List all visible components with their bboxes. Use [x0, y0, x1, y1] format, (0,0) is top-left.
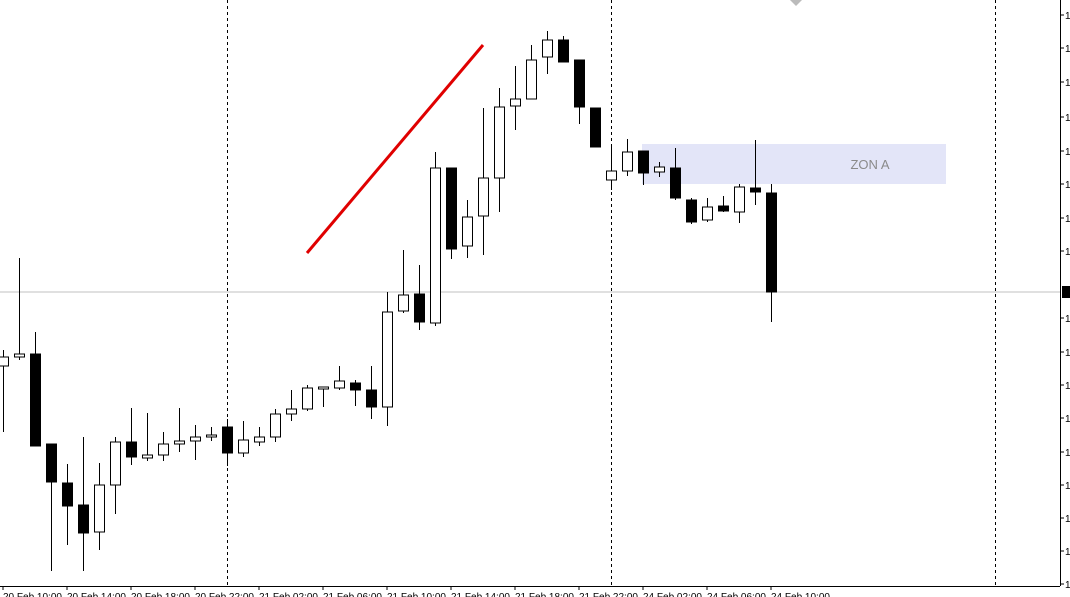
- candle-body: [62, 482, 73, 507]
- y-tick-label: 1: [1065, 78, 1070, 89]
- candle-body: [238, 439, 249, 454]
- zone-label: ZON A: [850, 157, 889, 172]
- candle-body: [558, 39, 569, 63]
- x-tick-label: 21 Feb 18:00: [515, 592, 574, 597]
- x-tick-label: 21 Feb 22:00: [579, 592, 638, 597]
- candle-body: [270, 413, 281, 438]
- y-tick-label: 1: [1065, 547, 1070, 558]
- candle-body: [478, 177, 489, 217]
- candle-body: [462, 216, 473, 247]
- candle-body: [542, 39, 553, 58]
- x-tick-label: 21 Feb 06:00: [323, 592, 382, 597]
- y-tick-label: 1: [1065, 414, 1070, 425]
- candle-body: [494, 106, 505, 179]
- candle-body: [606, 170, 617, 181]
- candle-body: [574, 59, 585, 108]
- y-tick-label: 1: [1065, 147, 1070, 158]
- x-tick-label: 24 Feb 10:00: [771, 592, 830, 597]
- x-tick-label: 20 Feb 10:00: [3, 592, 62, 597]
- candle-body: [654, 166, 665, 173]
- x-tick-label: 21 Feb 14:00: [451, 592, 510, 597]
- candle-body: [254, 436, 265, 443]
- candle-body: [222, 426, 233, 454]
- y-tick-label: 1: [1065, 448, 1070, 459]
- candle-body: [46, 443, 57, 483]
- candle-body: [142, 454, 153, 459]
- x-tick-label: 20 Feb 22:00: [195, 592, 254, 597]
- x-tick-label: 24 Feb 02:00: [643, 592, 702, 597]
- y-tick-label: 1: [1065, 247, 1070, 258]
- x-tick-label: 24 Feb 06:00: [707, 592, 766, 597]
- candle-body: [702, 206, 713, 221]
- candle-body: [318, 386, 329, 390]
- x-tick-label: 20 Feb 14:00: [67, 592, 126, 597]
- y-tick-label: 1: [1065, 113, 1070, 124]
- candle-body: [0, 356, 9, 367]
- y-tick-label: 1: [1065, 381, 1070, 392]
- candle-body: [206, 434, 217, 438]
- x-tick-label: 21 Feb 10:00: [387, 592, 446, 597]
- candle-body: [334, 380, 345, 389]
- candle-body: [718, 205, 729, 212]
- candle-body: [414, 293, 425, 323]
- x-tick-label: 20 Feb 18:00: [131, 592, 190, 597]
- y-tick-label: 1: [1065, 214, 1070, 225]
- candle-body: [526, 59, 537, 100]
- candle-body: [110, 441, 121, 486]
- candle-body: [430, 167, 441, 324]
- candle-body: [190, 436, 201, 442]
- candle-body: [366, 389, 377, 408]
- candle-body: [766, 192, 777, 293]
- y-tick-label: 1: [1065, 11, 1070, 22]
- y-tick-label: 1: [1065, 514, 1070, 525]
- trend-line: [305, 44, 485, 254]
- y-tick-label: 1: [1065, 481, 1070, 492]
- candle-body: [302, 387, 313, 410]
- candle-body: [686, 199, 697, 223]
- candle-body: [750, 187, 761, 193]
- candle-body: [446, 167, 457, 250]
- candle-body: [158, 443, 169, 456]
- y-tick-label: 1: [1065, 580, 1070, 591]
- candle-body: [94, 484, 105, 533]
- candle-body: [30, 353, 41, 447]
- candle-body: [670, 167, 681, 199]
- candle-body: [398, 294, 409, 312]
- x-tick-label: 21 Feb 02:00: [259, 592, 318, 597]
- y-tick-label: 1: [1065, 44, 1070, 55]
- candle-body: [174, 440, 185, 445]
- y-tick-label: 1: [1065, 314, 1070, 325]
- candle-body: [126, 441, 137, 458]
- candle-body: [78, 504, 89, 534]
- candle-body: [286, 408, 297, 415]
- y-tick-label: 1: [1065, 348, 1070, 359]
- candle-body: [734, 186, 745, 213]
- candle-body: [622, 151, 633, 172]
- candle-body: [14, 353, 25, 358]
- price-marker: [1062, 286, 1070, 298]
- zone: [642, 144, 946, 184]
- scroll-marker: [790, 0, 802, 6]
- candle-body: [590, 107, 601, 148]
- candle-body: [350, 382, 361, 391]
- candle-body: [638, 150, 649, 174]
- candle-body: [382, 311, 393, 408]
- y-tick-label: 1: [1065, 180, 1070, 191]
- candle-body: [510, 98, 521, 107]
